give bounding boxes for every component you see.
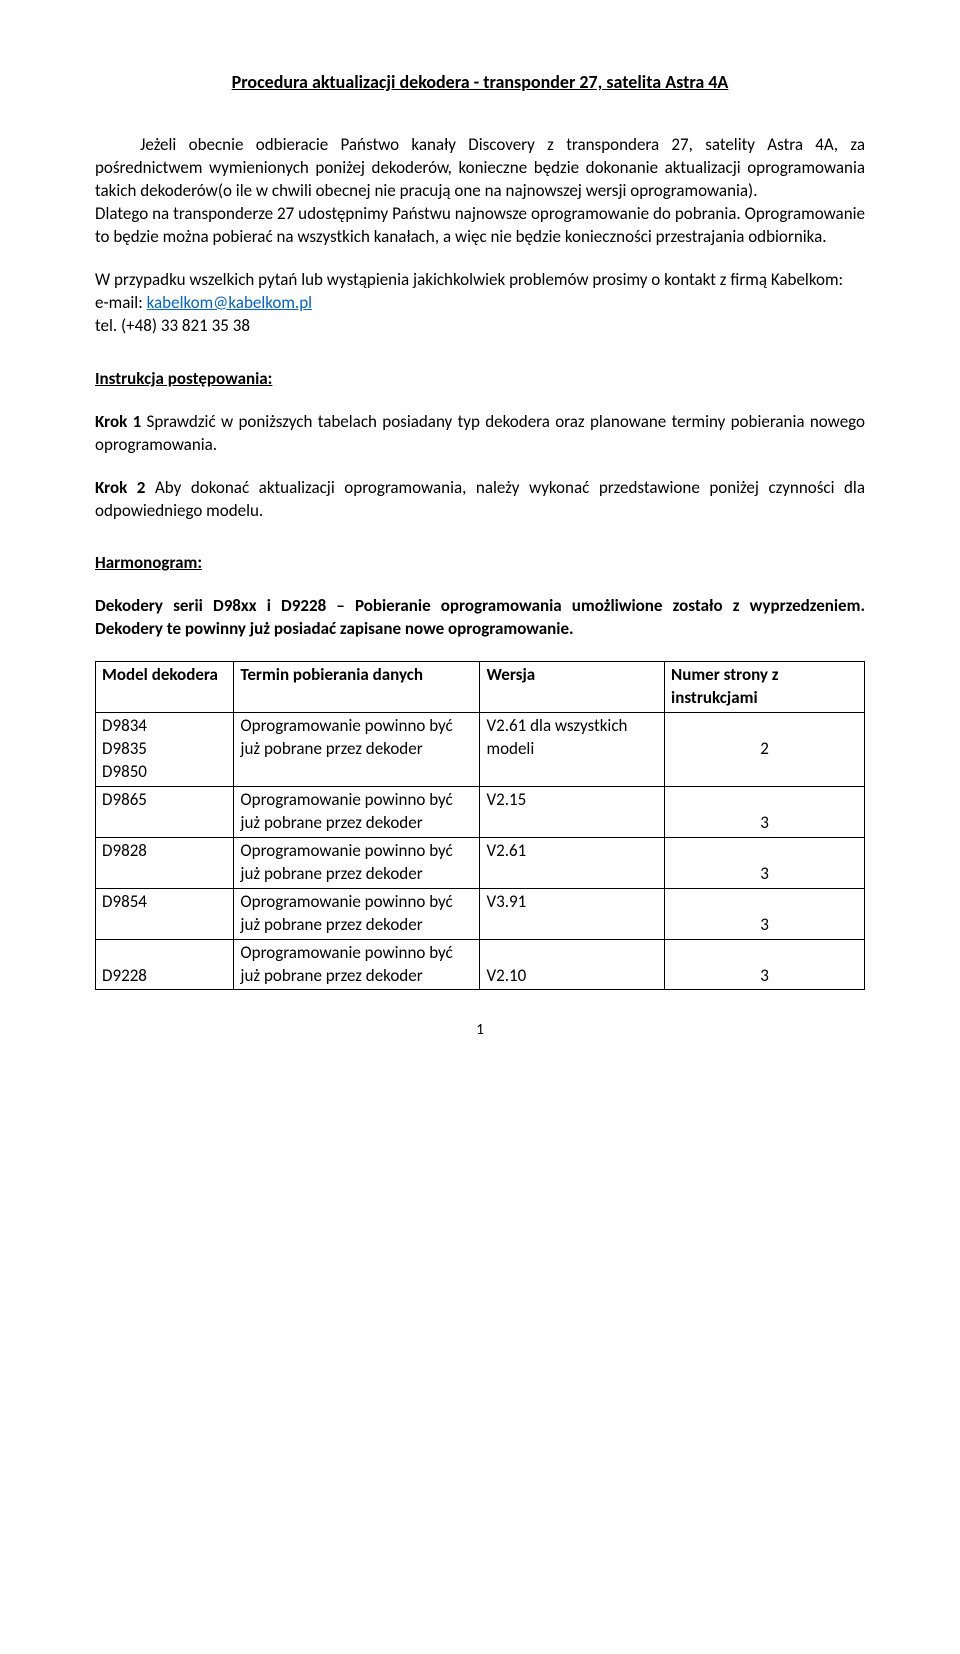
page-number: 1 <box>95 1020 865 1040</box>
page-value: 2 <box>671 738 858 761</box>
cell-version: V2.10 <box>480 939 665 990</box>
th-page: Numer strony z instrukcjami <box>665 662 865 713</box>
step-1: Krok 1 Sprawdzić w poniższych tabelach p… <box>95 411 865 457</box>
paragraph-intro-1: Jeżeli obecnie odbieracie Państwo kanały… <box>95 134 865 203</box>
th-term: Termin pobierania danych <box>234 662 480 713</box>
paragraph-contact: W przypadku wszelkich pytań lub wystąpie… <box>95 269 865 292</box>
page-value: 3 <box>671 863 858 886</box>
cell-model: D9854 <box>96 888 234 939</box>
cell-model: D9228 <box>96 939 234 990</box>
cell-term: Oprogramowanie powinno być już pobrane p… <box>234 713 480 787</box>
cell-model: D9834 D9835 D9850 <box>96 713 234 787</box>
page-value: 3 <box>671 965 858 988</box>
cell-term: Oprogramowanie powinno być już pobrane p… <box>234 837 480 888</box>
table-row: D9865 Oprogramowanie powinno być już pob… <box>96 786 865 837</box>
version-value: V2.10 <box>486 965 526 986</box>
cell-version: V3.91 <box>480 888 665 939</box>
cell-version: V2.61 <box>480 837 665 888</box>
cell-page: 2 <box>665 713 865 787</box>
cell-model: D9865 <box>96 786 234 837</box>
cell-page: 3 <box>665 888 865 939</box>
model-value: D9834 <box>102 715 227 738</box>
table-row: D9228 Oprogramowanie powinno być już pob… <box>96 939 865 990</box>
paragraph-intro-2: Dlatego na transponderze 27 udostępnimy … <box>95 203 865 249</box>
model-value: D9850 <box>102 761 227 784</box>
cell-page: 3 <box>665 939 865 990</box>
model-value: D9228 <box>102 965 147 986</box>
page-value: 3 <box>671 914 858 937</box>
cell-page: 3 <box>665 837 865 888</box>
model-value: D9835 <box>102 738 227 761</box>
table-row: D9834 D9835 D9850 Oprogramowanie powinno… <box>96 713 865 787</box>
cell-page: 3 <box>665 786 865 837</box>
th-model: Model dekodera <box>96 662 234 713</box>
cell-version: V2.61 dla wszystkich modeli <box>480 713 665 787</box>
contact-email-line: e-mail: kabelkom@kabelkom.pl <box>95 292 865 315</box>
table-row: D9828 Oprogramowanie powinno być już pob… <box>96 837 865 888</box>
page-title: Procedura aktualizacji dekodera - transp… <box>95 70 865 94</box>
schedule-table: Model dekodera Termin pobierania danych … <box>95 661 865 990</box>
cell-model: D9828 <box>96 837 234 888</box>
step-2-label: Krok 2 <box>95 477 145 498</box>
table-row: D9854 Oprogramowanie powinno być już pob… <box>96 888 865 939</box>
heading-schedule: Harmonogram: <box>95 552 865 575</box>
email-link[interactable]: kabelkom@kabelkom.pl <box>147 292 312 313</box>
cell-term: Oprogramowanie powinno być już pobrane p… <box>234 888 480 939</box>
step-2: Krok 2 Aby dokonać aktualizacji oprogram… <box>95 477 865 523</box>
step-1-label: Krok 1 <box>95 411 141 432</box>
step-2-text: Aby dokonać aktualizacji oprogramowania,… <box>95 477 865 521</box>
heading-instructions: Instrukcja postępowania: <box>95 368 865 391</box>
contact-tel: tel. (+48) 33 821 35 38 <box>95 315 865 338</box>
th-version: Wersja <box>480 662 665 713</box>
series-note: Dekodery serii D98xx i D9228 – Pobierani… <box>95 595 865 641</box>
table-header-row: Model dekodera Termin pobierania danych … <box>96 662 865 713</box>
cell-term: Oprogramowanie powinno być już pobrane p… <box>234 786 480 837</box>
step-1-text: Sprawdzić w poniższych tabelach posiadan… <box>95 411 865 455</box>
cell-term: Oprogramowanie powinno być już pobrane p… <box>234 939 480 990</box>
page-value: 3 <box>671 812 858 835</box>
cell-version: V2.15 <box>480 786 665 837</box>
email-label: e-mail: <box>95 292 147 313</box>
